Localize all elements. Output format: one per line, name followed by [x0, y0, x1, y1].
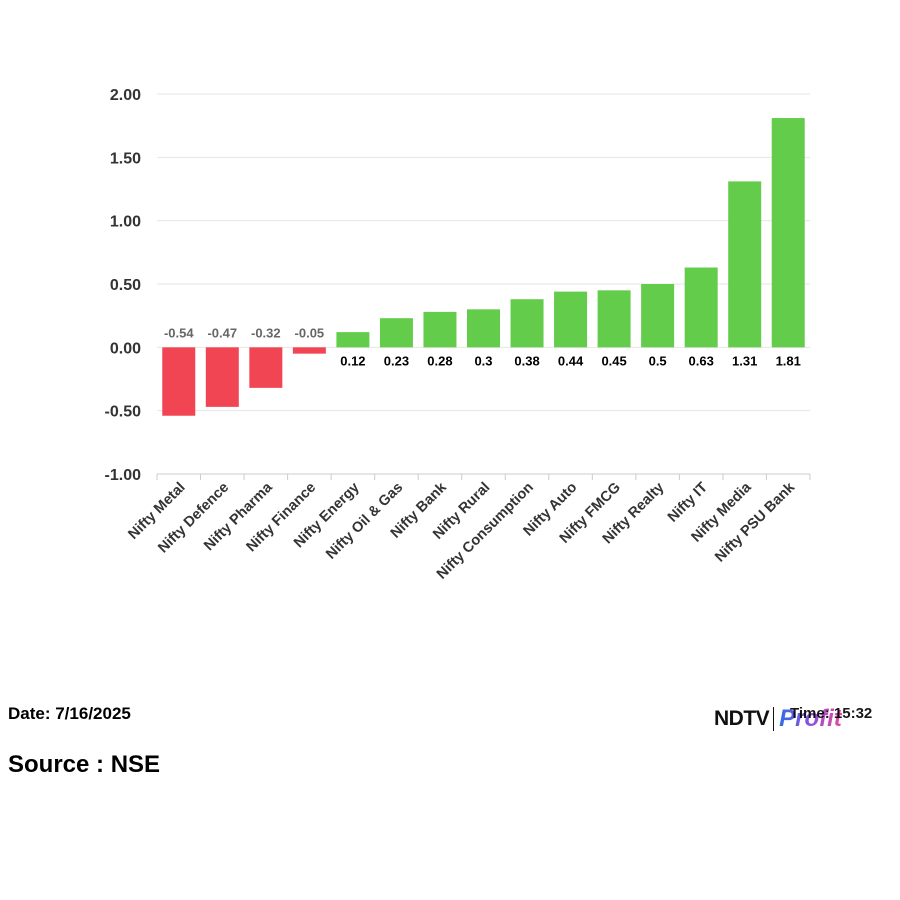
data-label: 0.44: [558, 353, 584, 368]
data-label: 0.3: [474, 353, 492, 368]
bar: [510, 299, 544, 348]
time-label: Time: 15:32: [790, 705, 873, 722]
y-tick-label: 0.50: [110, 277, 141, 294]
data-label: 0.23: [384, 353, 409, 368]
data-label: 0.28: [427, 353, 452, 368]
data-label: 0.12: [340, 353, 365, 368]
y-tick-label: 1.50: [110, 150, 141, 167]
data-label: -0.32: [251, 325, 281, 340]
bar: [641, 284, 675, 348]
x-tick-label: Nifty Oil & Gas: [323, 480, 406, 563]
data-label: 1.31: [732, 353, 757, 368]
data-label: -0.05: [295, 325, 325, 340]
data-label: 1.81: [776, 353, 801, 368]
data-label: 0.45: [601, 353, 626, 368]
source-label: Source : NSE: [8, 751, 161, 778]
y-tick-label: 1.00: [110, 214, 141, 231]
bar: [423, 311, 457, 348]
x-tick-label: Nifty PSU Bank: [712, 479, 799, 566]
date-label: Date: 7/16/2025: [8, 704, 131, 723]
data-label: -0.47: [207, 325, 237, 340]
bar: [728, 181, 762, 348]
ndtv-profit-logo: NDTV Profit: [714, 702, 842, 736]
bars: [162, 118, 805, 416]
bar: [292, 347, 326, 354]
bar: [162, 347, 196, 416]
bar: [205, 347, 239, 407]
bar: [554, 291, 588, 348]
y-tick-label: 0.00: [110, 340, 141, 357]
bar: [597, 290, 631, 348]
y-tick-label: -0.50: [105, 404, 142, 421]
data-label: 0.38: [514, 353, 539, 368]
bar: [249, 347, 283, 388]
bar: [336, 332, 370, 348]
sector-performance-chart: -1.00 -0.50 0.00 0.50 1.00 1.50 2.00 -0.54 -0.4…: [105, 87, 811, 583]
y-tick-label: 2.00: [110, 87, 141, 104]
y-axis-ticks: -1.00 -0.50 0.00 0.50 1.00 1.50 2.00: [105, 87, 142, 484]
bar: [684, 267, 718, 348]
logo-sub: Profit: [779, 705, 842, 732]
bar: [467, 309, 500, 348]
data-label: 0.63: [689, 353, 714, 368]
data-label: -0.54: [164, 325, 194, 340]
data-label: 0.5: [649, 353, 667, 368]
y-tick-label: -1.00: [105, 467, 142, 484]
bar: [379, 318, 413, 348]
bar: [771, 118, 805, 348]
data-labels: -0.54 -0.47 -0.32 -0.05 0.12 0.23 0.28 0.3 0.38 0…: [164, 325, 801, 368]
logo-divider: [773, 707, 775, 731]
logo-brand: NDTV: [714, 707, 770, 730]
